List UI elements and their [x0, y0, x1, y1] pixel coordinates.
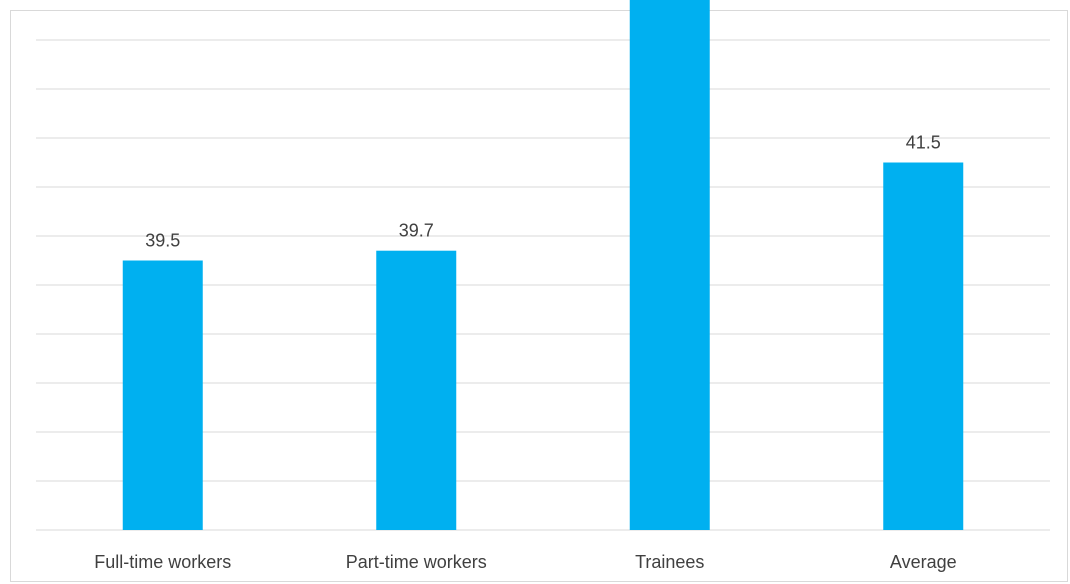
bar [883, 162, 964, 530]
data-label: 41.5 [906, 133, 941, 153]
x-tick-label: Part-time workers [346, 552, 487, 572]
data-label: 39.5 [145, 231, 180, 251]
x-tick-label: Average [890, 552, 957, 572]
x-tick-label: Trainees [635, 552, 704, 572]
x-axis-tick-labels: Full-time workers Part-time workers Traine… [94, 552, 956, 572]
bar [376, 250, 457, 530]
gridlines [36, 39, 1050, 531]
data-label: 39.7 [399, 221, 434, 241]
data-labels: 39.539.745.241.5 [145, 133, 941, 251]
bar [122, 260, 203, 530]
bar [629, 0, 710, 530]
bars [122, 0, 964, 530]
x-tick-label: Full-time workers [94, 552, 231, 572]
